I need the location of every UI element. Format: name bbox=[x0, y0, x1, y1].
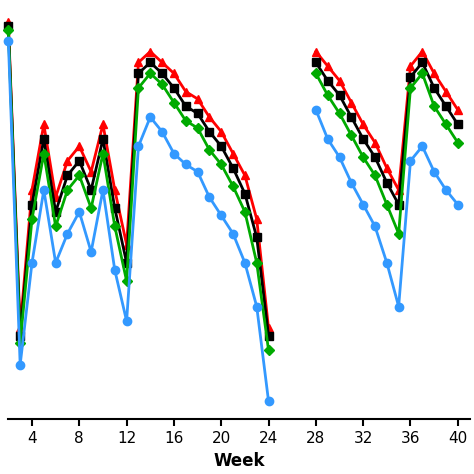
X-axis label: Week: Week bbox=[213, 452, 265, 470]
